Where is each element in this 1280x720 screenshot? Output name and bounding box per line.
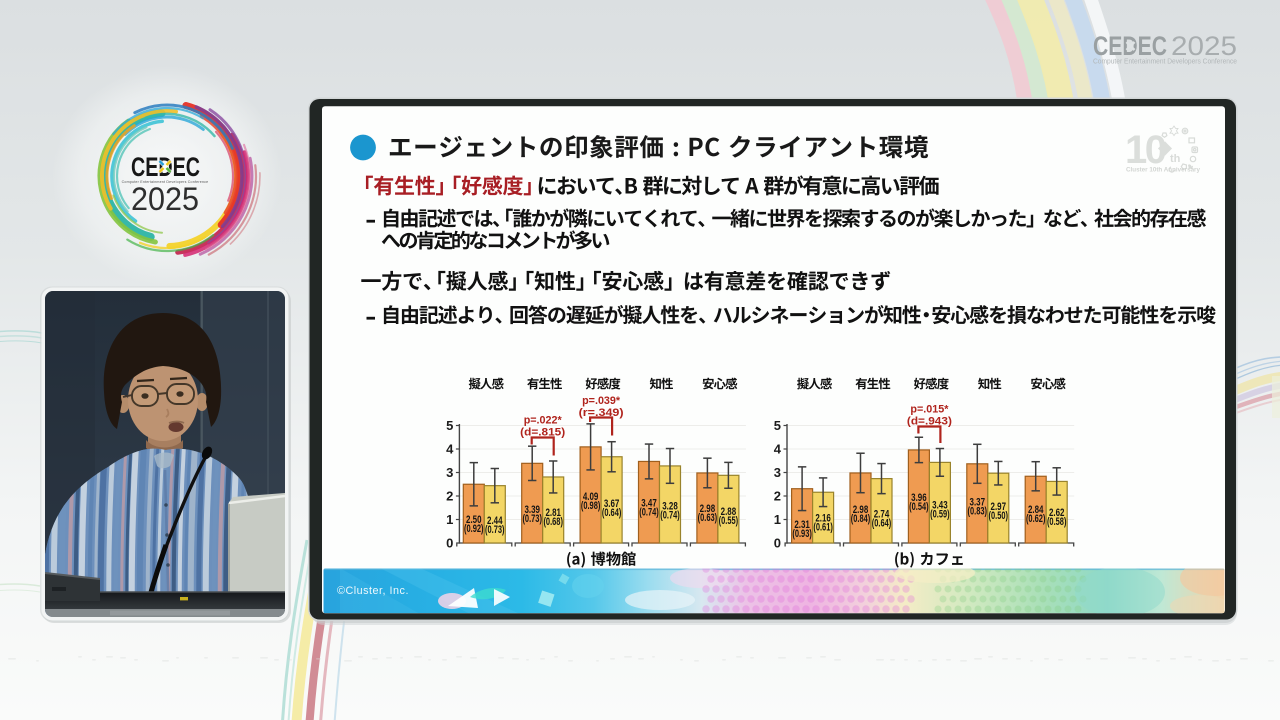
svg-text:1: 1 xyxy=(446,512,453,527)
svg-text:2.62: 2.62 xyxy=(1049,507,1065,519)
svg-text:(0.58): (0.58) xyxy=(1047,516,1067,528)
svg-text:(0.98): (0.98) xyxy=(581,500,601,512)
svg-text:3.47: 3.47 xyxy=(641,498,657,510)
svg-text:(0.92): (0.92) xyxy=(464,523,484,535)
svg-text:(0.93): (0.93) xyxy=(792,528,812,540)
svg-text:(0.55): (0.55) xyxy=(719,515,739,527)
svg-text:Cluster 10th Anniversary: Cluster 10th Anniversary xyxy=(1126,167,1201,174)
svg-text:2.74: 2.74 xyxy=(874,509,890,521)
svg-text:2.31: 2.31 xyxy=(794,519,810,531)
svg-text:3.43: 3.43 xyxy=(932,500,948,512)
svg-text:Computer Entertainment Develop: Computer Entertainment Developers Confer… xyxy=(122,180,209,184)
svg-text:2.81: 2.81 xyxy=(545,507,561,519)
svg-text:p=.039*: p=.039* xyxy=(582,395,621,407)
svg-text:2.88: 2.88 xyxy=(721,506,737,518)
svg-text:(0.61): (0.61) xyxy=(813,521,833,533)
svg-text:(0.74): (0.74) xyxy=(660,509,680,521)
svg-text:2.98: 2.98 xyxy=(853,504,869,516)
svg-text:(r=.349): (r=.349) xyxy=(579,407,624,419)
svg-text:Computer Entertainment Develop: Computer Entertainment Developers Confer… xyxy=(1093,57,1237,66)
svg-text:2.44: 2.44 xyxy=(487,515,503,527)
svg-text:(0.83): (0.83) xyxy=(968,505,988,517)
svg-text:(0.63): (0.63) xyxy=(698,512,718,524)
svg-text:5: 5 xyxy=(774,418,781,433)
svg-text:1: 1 xyxy=(774,512,781,527)
svg-text:(0.54): (0.54) xyxy=(909,501,929,513)
svg-text:(d=.815): (d=.815) xyxy=(520,427,565,439)
svg-text:(0.74): (0.74) xyxy=(639,506,659,518)
svg-text:0: 0 xyxy=(774,536,781,551)
svg-text:2.98: 2.98 xyxy=(700,503,716,515)
svg-text:(0.50): (0.50) xyxy=(989,510,1009,522)
svg-text:(0.73): (0.73) xyxy=(522,513,542,525)
svg-text:2025: 2025 xyxy=(1171,31,1237,61)
svg-text:3.39: 3.39 xyxy=(524,504,540,516)
svg-text:4.09: 4.09 xyxy=(583,491,599,503)
svg-text:th: th xyxy=(1170,153,1181,165)
svg-text:(0.64): (0.64) xyxy=(872,517,892,529)
svg-text:©Cluster, Inc.: ©Cluster, Inc. xyxy=(337,585,409,597)
svg-text:3: 3 xyxy=(446,465,453,480)
svg-text:2.84: 2.84 xyxy=(1028,504,1044,516)
svg-text:4: 4 xyxy=(446,442,454,457)
svg-text:(d=.943): (d=.943) xyxy=(907,416,952,428)
svg-text:2.97: 2.97 xyxy=(991,501,1007,513)
svg-text:2.16: 2.16 xyxy=(815,513,831,525)
svg-text:(0.73): (0.73) xyxy=(485,524,505,536)
svg-text:3.67: 3.67 xyxy=(604,498,620,510)
svg-text:2: 2 xyxy=(774,489,781,504)
svg-text:2.50: 2.50 xyxy=(466,514,482,526)
svg-text:p=.022*: p=.022* xyxy=(524,415,563,427)
svg-text:0: 0 xyxy=(446,536,453,551)
svg-text:(0.68): (0.68) xyxy=(543,516,563,528)
svg-text:5: 5 xyxy=(446,418,453,433)
svg-text:2: 2 xyxy=(446,489,453,504)
svg-text:3.28: 3.28 xyxy=(662,501,678,513)
svg-text:p=.015*: p=.015* xyxy=(910,404,949,416)
svg-text:3.96: 3.96 xyxy=(911,492,927,504)
svg-text:2025: 2025 xyxy=(131,181,199,217)
svg-text:(0.64): (0.64) xyxy=(602,507,622,519)
svg-text:3.37: 3.37 xyxy=(970,497,986,509)
svg-text:3: 3 xyxy=(774,465,781,480)
svg-text:4: 4 xyxy=(774,442,782,457)
svg-text:(0.59): (0.59) xyxy=(930,508,950,520)
svg-text:(0.62): (0.62) xyxy=(1026,513,1046,525)
svg-text:(0.84): (0.84) xyxy=(851,513,871,525)
